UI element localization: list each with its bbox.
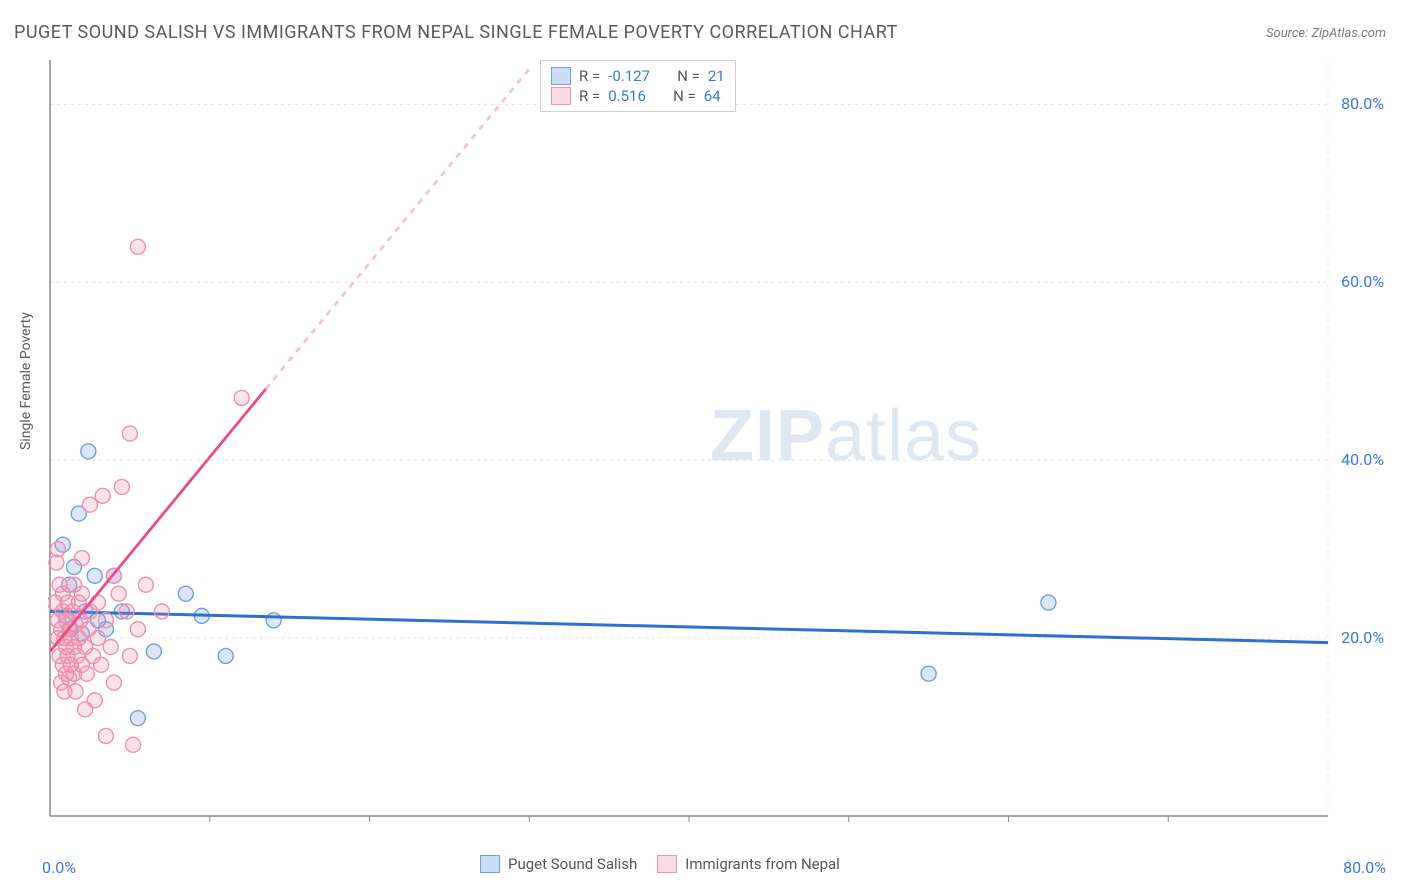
x-axis-start-label: 0.0%	[42, 858, 76, 877]
legend-item: Puget Sound Salish	[480, 855, 637, 873]
legend-n-label: N =	[673, 87, 696, 105]
legend-label: Immigrants from Nepal	[685, 855, 840, 873]
chart-plot-area	[48, 56, 1378, 826]
legend-n-label: N =	[677, 67, 700, 85]
x-axis-end-label: 80.0%	[1343, 858, 1386, 877]
y-tick-label: 60.0%	[1341, 272, 1384, 291]
legend-r-label: R =	[579, 87, 600, 105]
legend-swatch	[551, 67, 571, 85]
legend-r-value: -0.127	[608, 67, 650, 85]
source-label: Source:	[1266, 26, 1311, 41]
legend-row: R = -0.127 N = 21	[551, 67, 725, 85]
legend-row: R = 0.516 N = 64	[551, 87, 725, 105]
legend-n-value: 21	[708, 67, 725, 85]
legend-item: Immigrants from Nepal	[657, 855, 840, 873]
source-name: ZipAtlas.com	[1311, 26, 1386, 41]
chart-title: PUGET SOUND SALISH VS IMMIGRANTS FROM NE…	[14, 22, 898, 43]
y-tick-label: 20.0%	[1341, 628, 1384, 647]
legend-n-value: 64	[704, 87, 721, 105]
legend-correlation-box: R = -0.127 N = 21R = 0.516 N = 64	[540, 60, 736, 112]
legend-r-label: R =	[579, 67, 600, 85]
legend-swatch	[480, 855, 500, 873]
chart-svg	[48, 56, 1378, 826]
source-credit: Source: ZipAtlas.com	[1266, 26, 1386, 41]
y-tick-label: 40.0%	[1341, 450, 1384, 469]
y-tick-label: 80.0%	[1341, 94, 1384, 113]
legend-swatch	[551, 87, 571, 105]
legend-label: Puget Sound Salish	[508, 855, 637, 873]
legend-r-value: 0.516	[608, 87, 646, 105]
legend-swatch	[657, 855, 677, 873]
legend-series: Puget Sound Salish Immigrants from Nepal	[480, 855, 840, 873]
y-axis-label: Single Female Poverty	[18, 312, 34, 450]
